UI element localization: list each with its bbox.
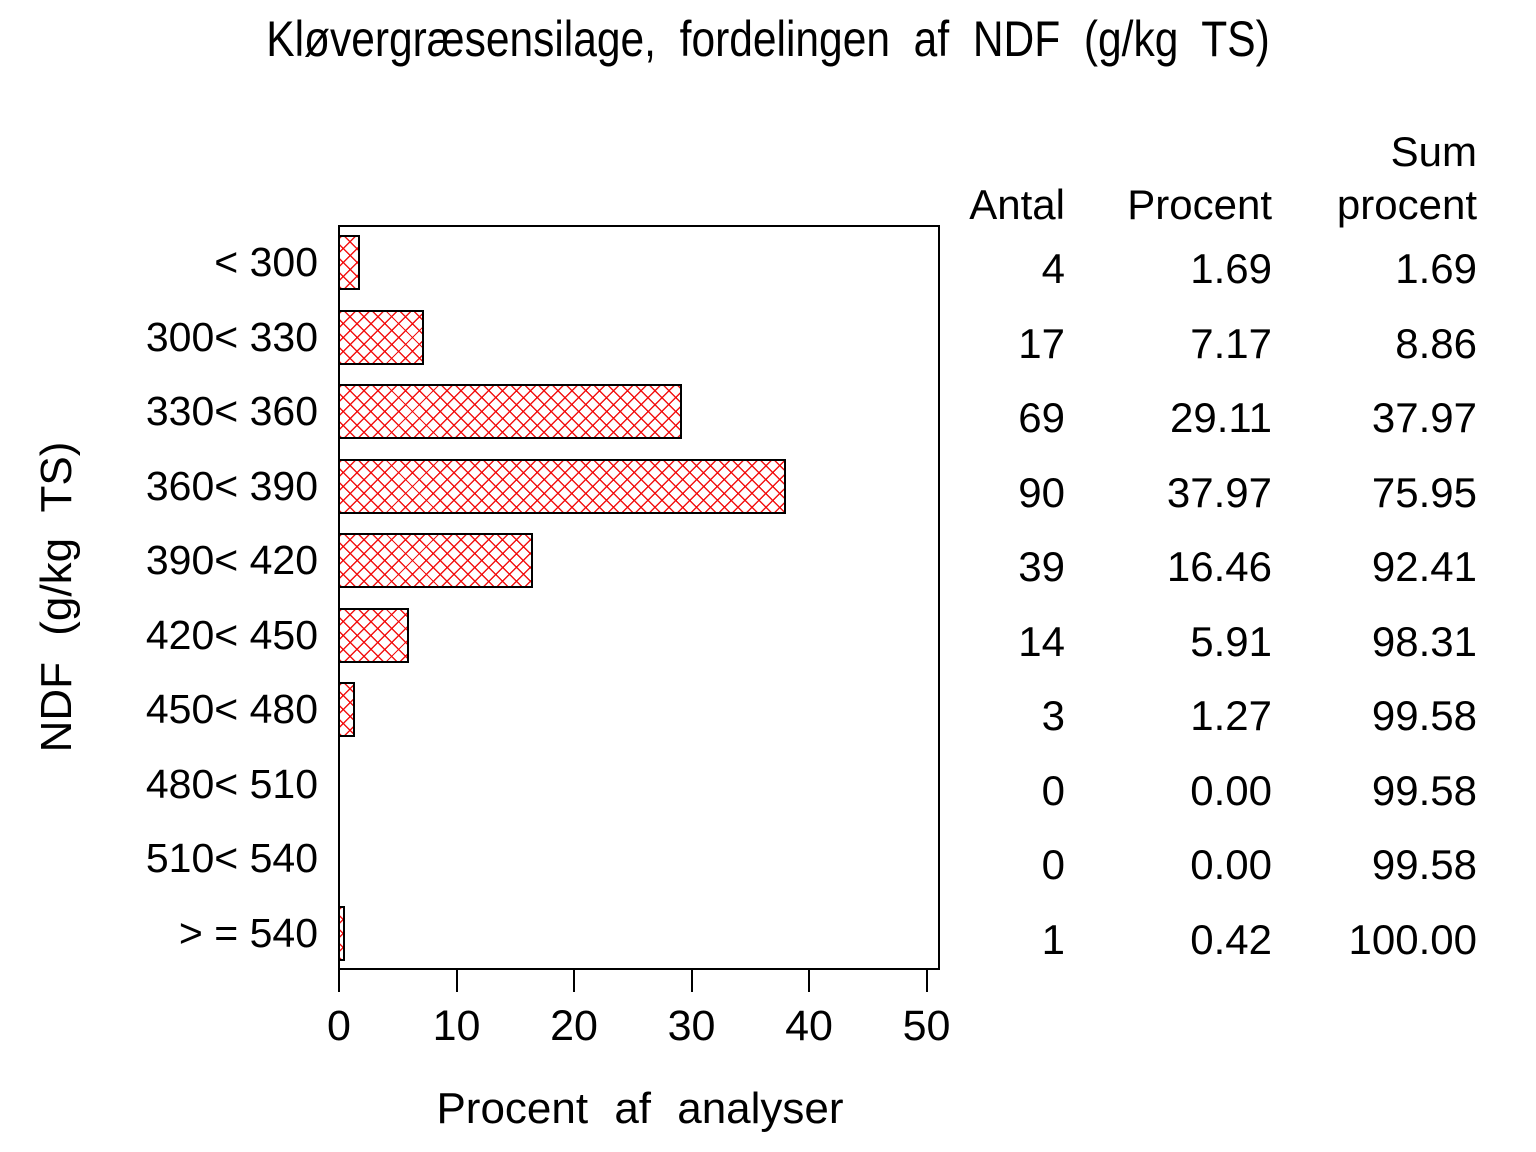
cell-antal: 0 bbox=[1041, 841, 1065, 888]
cell-sum-procent: 37.97 bbox=[1371, 394, 1477, 441]
x-axis-tick-label: 40 bbox=[785, 1002, 833, 1050]
table-header-procent: Procent bbox=[1127, 181, 1272, 228]
cell-sum-procent: 92.41 bbox=[1371, 543, 1477, 590]
bar bbox=[338, 309, 425, 365]
cell-sum-procent: 1.69 bbox=[1395, 245, 1477, 292]
cell-antal: 39 bbox=[1018, 543, 1065, 590]
x-axis-tick-label: 20 bbox=[550, 1002, 598, 1050]
chart-title: Kløvergræsensilage, fordelingen af NDF (… bbox=[266, 11, 1270, 67]
table-header-row: Antal Procent procent bbox=[950, 180, 1477, 230]
cell-sum-procent: 99.58 bbox=[1371, 692, 1477, 739]
table-row: 1 0.42 100.00 bbox=[950, 912, 1477, 968]
table-row: 0 0.00 99.58 bbox=[950, 763, 1477, 819]
bar bbox=[338, 607, 410, 663]
cell-sum-procent: 99.58 bbox=[1371, 766, 1477, 814]
bar bbox=[338, 533, 534, 588]
table-header-sum-line: Sum bbox=[1390, 128, 1477, 175]
x-axis-tick bbox=[338, 969, 340, 992]
category-label: 450< 480 bbox=[145, 686, 318, 732]
cell-antal: 4 bbox=[1041, 245, 1065, 292]
table-row: 14 5.91 98.31 bbox=[950, 614, 1477, 670]
cell-antal: 14 bbox=[1018, 617, 1065, 665]
cell-antal: 0 bbox=[1041, 766, 1065, 814]
cell-procent: 16.46 bbox=[1166, 543, 1272, 590]
cell-procent: 1.27 bbox=[1190, 692, 1272, 739]
x-axis-tick bbox=[808, 969, 810, 992]
category-label: 480< 510 bbox=[145, 760, 318, 807]
cell-procent: 7.17 bbox=[1190, 319, 1272, 367]
table-row: 0 0.00 99.58 bbox=[950, 837, 1477, 893]
cell-procent: 37.97 bbox=[1166, 468, 1272, 516]
x-axis-tick-label: 0 bbox=[327, 1002, 351, 1050]
table-row: 17 7.17 8.86 bbox=[950, 316, 1477, 372]
x-axis-tick-label: 10 bbox=[432, 1002, 481, 1050]
table-row: 3 1.27 99.58 bbox=[950, 688, 1477, 744]
x-axis-tick bbox=[690, 969, 693, 992]
cell-sum-procent: 99.58 bbox=[1371, 841, 1477, 888]
cell-procent: 1.69 bbox=[1190, 245, 1272, 292]
x-axis-tick bbox=[573, 969, 575, 992]
cell-procent: 0.00 bbox=[1190, 841, 1272, 888]
y-axis-title: NDF (g/kg TS) bbox=[32, 441, 81, 753]
x-axis-tick-label: 30 bbox=[667, 1002, 716, 1050]
category-label: 360< 390 bbox=[145, 462, 318, 509]
table-row: 90 37.97 75.95 bbox=[950, 465, 1477, 521]
category-label: 420< 450 bbox=[145, 611, 318, 658]
x-axis-tick bbox=[455, 969, 458, 992]
cell-antal: 90 bbox=[1018, 468, 1065, 516]
cell-antal: 3 bbox=[1041, 692, 1065, 739]
cell-sum-procent: 75.95 bbox=[1371, 468, 1477, 516]
plot-frame bbox=[338, 225, 940, 970]
category-label: > = 540 bbox=[178, 909, 318, 956]
cell-antal: 1 bbox=[1041, 915, 1065, 963]
bar bbox=[338, 682, 355, 737]
table-row: 69 29.11 37.97 bbox=[950, 390, 1477, 446]
x-axis-title: Procent af analyser bbox=[436, 1084, 844, 1133]
cell-sum-procent: 100.00 bbox=[1348, 915, 1477, 963]
cell-sum-procent: 8.86 bbox=[1395, 319, 1477, 367]
category-label: 510< 540 bbox=[145, 835, 318, 881]
category-label: < 300 bbox=[214, 239, 318, 285]
x-axis-tick bbox=[925, 969, 928, 992]
category-label: 330< 360 bbox=[145, 388, 318, 434]
table-row: 4 1.69 1.69 bbox=[950, 241, 1477, 297]
category-label: 390< 420 bbox=[145, 537, 318, 583]
table-row: 39 16.46 92.41 bbox=[950, 539, 1477, 595]
cell-procent: 0.00 bbox=[1190, 766, 1272, 814]
bar bbox=[338, 905, 345, 961]
bar bbox=[338, 384, 683, 439]
table-header-sum-procent: procent bbox=[1336, 181, 1477, 228]
cell-procent: 5.91 bbox=[1190, 617, 1272, 665]
cell-antal: 69 bbox=[1018, 394, 1065, 441]
x-axis-tick-label: 50 bbox=[902, 1002, 951, 1050]
bar bbox=[338, 458, 787, 514]
cell-procent: 29.11 bbox=[1170, 394, 1272, 441]
table-header-antal: Antal bbox=[969, 181, 1065, 228]
bar bbox=[338, 235, 360, 290]
cell-procent: 0.42 bbox=[1190, 915, 1272, 963]
category-label: 300< 330 bbox=[145, 313, 318, 360]
cell-antal: 17 bbox=[1018, 319, 1065, 367]
cell-sum-procent: 98.31 bbox=[1371, 617, 1477, 665]
